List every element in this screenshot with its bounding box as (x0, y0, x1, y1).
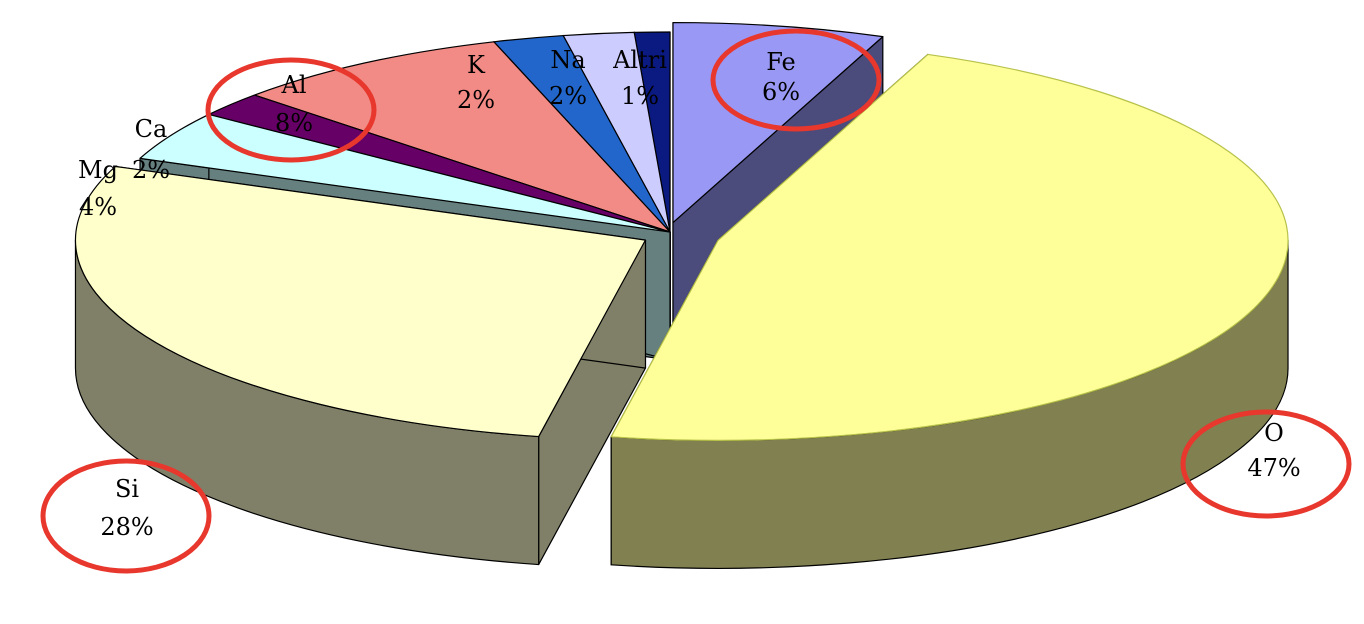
label-k-name: K (467, 51, 486, 79)
label-na-percent: 2% (549, 82, 587, 110)
label-mg-percent: 4% (79, 193, 117, 221)
label-ca-name: Ca (135, 115, 168, 143)
pie-tops (74, 21, 1289, 441)
highlight-o (1180, 409, 1352, 519)
label-o-percent: 47% (1247, 454, 1300, 482)
label-al-percent: 8% (275, 109, 313, 137)
label-o-name: O (1264, 419, 1284, 447)
label-si-name: Si (115, 475, 139, 503)
label-si-percent: 28% (100, 513, 153, 541)
label-k-percent: 2% (457, 86, 495, 114)
label-mg-name: Mg (78, 156, 118, 184)
highlight-ellipses (40, 28, 1352, 574)
highlight-si (40, 458, 212, 574)
slice-o (610, 53, 1289, 441)
label-fe-name: Fe (766, 48, 796, 76)
label-na-name: Na (550, 46, 585, 74)
label-altri-name: Altri (612, 46, 667, 74)
slice-labels: Fe6% O 47% Si 28% Mg 4% Ca 2% Al 8% K 2% Na 2% Altri 1% (78, 46, 1301, 541)
slice-al (253, 41, 671, 233)
highlight-fe (710, 28, 882, 132)
slice-fe (672, 21, 884, 224)
highlight-al (205, 57, 377, 163)
slice-si (74, 165, 647, 438)
label-ca-percent: 2% (132, 156, 170, 184)
label-altri-percent: 1% (621, 82, 659, 110)
label-fe-percent: 6% (762, 78, 800, 106)
label-al-name: Al (280, 71, 306, 99)
